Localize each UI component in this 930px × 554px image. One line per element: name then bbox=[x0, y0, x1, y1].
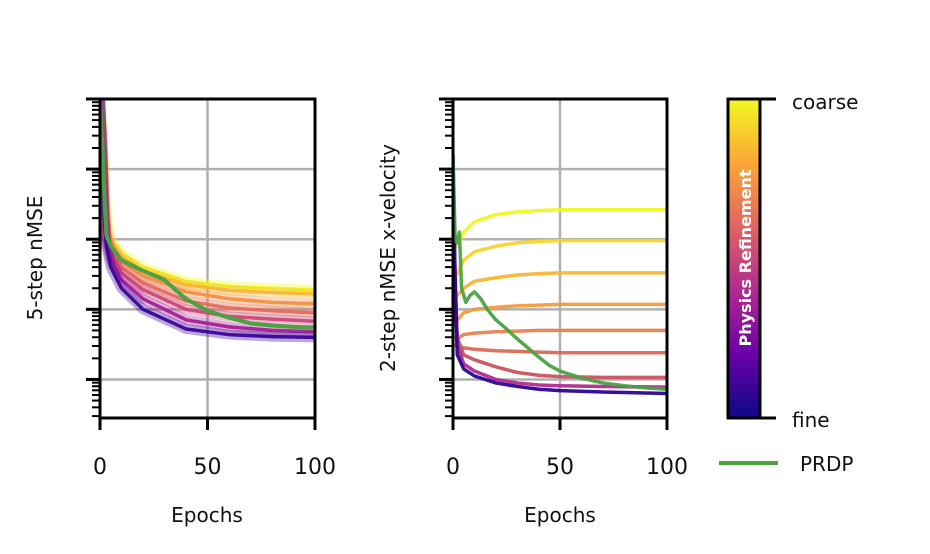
ticks-middle: 0 50 100 bbox=[439, 97, 688, 480]
series-line bbox=[453, 155, 667, 396]
colorbar-title: Physics Refinement bbox=[736, 169, 755, 346]
colorbar: coarse fine Physics Refinement bbox=[726, 90, 858, 432]
xtick-label: 50 bbox=[194, 455, 222, 480]
series-line bbox=[453, 204, 667, 389]
series-left bbox=[100, 99, 315, 343]
legend-label-prdp: PRDP bbox=[800, 452, 853, 476]
ylabel-middle: 2-step nMSE x-velocity bbox=[376, 144, 400, 372]
ylabel-left: 5-step nMSE bbox=[23, 196, 47, 321]
xtick-label: 0 bbox=[446, 455, 460, 480]
xtick-label: 100 bbox=[646, 455, 688, 480]
colorbar-gradient bbox=[726, 97, 762, 420]
series-line-prdp bbox=[453, 155, 667, 392]
colorbar-label-fine: fine bbox=[792, 408, 830, 432]
xlabel-middle: Epochs bbox=[524, 503, 596, 527]
xlabel-left: Epochs bbox=[171, 503, 243, 527]
legend: PRDP bbox=[719, 452, 853, 476]
panel-2-step-nmse-x-velocity: 0 50 100 2-step nMSE x-velocity Epochs bbox=[376, 97, 688, 527]
series-line bbox=[453, 328, 667, 341]
series-line bbox=[453, 302, 667, 322]
xtick-label: 0 bbox=[93, 455, 107, 480]
series-line-prdp bbox=[100, 99, 315, 330]
xtick-label: 50 bbox=[546, 455, 574, 480]
panel-5-step-nmse: 0 50 100 5-step nMSE Epochs bbox=[23, 97, 336, 527]
xtick-label: 100 bbox=[294, 455, 336, 480]
ticks-left: 0 50 100 bbox=[86, 97, 336, 480]
series-line bbox=[453, 271, 667, 298]
series-middle bbox=[453, 155, 667, 396]
colorbar-label-coarse: coarse bbox=[792, 90, 858, 114]
